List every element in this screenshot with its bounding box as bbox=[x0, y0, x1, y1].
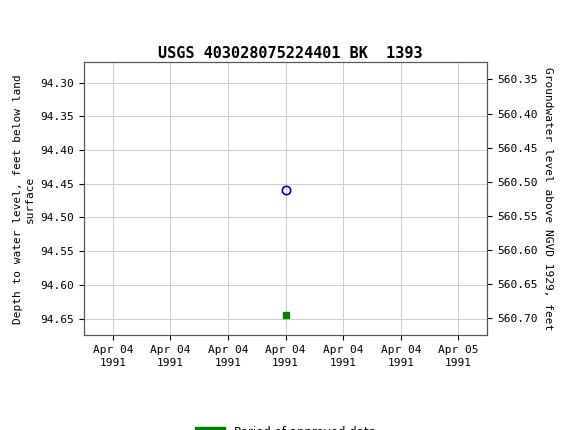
Text: USGS 403028075224401 BK  1393: USGS 403028075224401 BK 1393 bbox=[158, 46, 422, 61]
Legend: Period of approved data: Period of approved data bbox=[190, 422, 381, 430]
Y-axis label: Depth to water level, feet below land
surface: Depth to water level, feet below land su… bbox=[13, 74, 35, 324]
Text: ≈USGS: ≈USGS bbox=[5, 10, 75, 28]
Y-axis label: Groundwater level above NGVD 1929, feet: Groundwater level above NGVD 1929, feet bbox=[543, 67, 553, 331]
